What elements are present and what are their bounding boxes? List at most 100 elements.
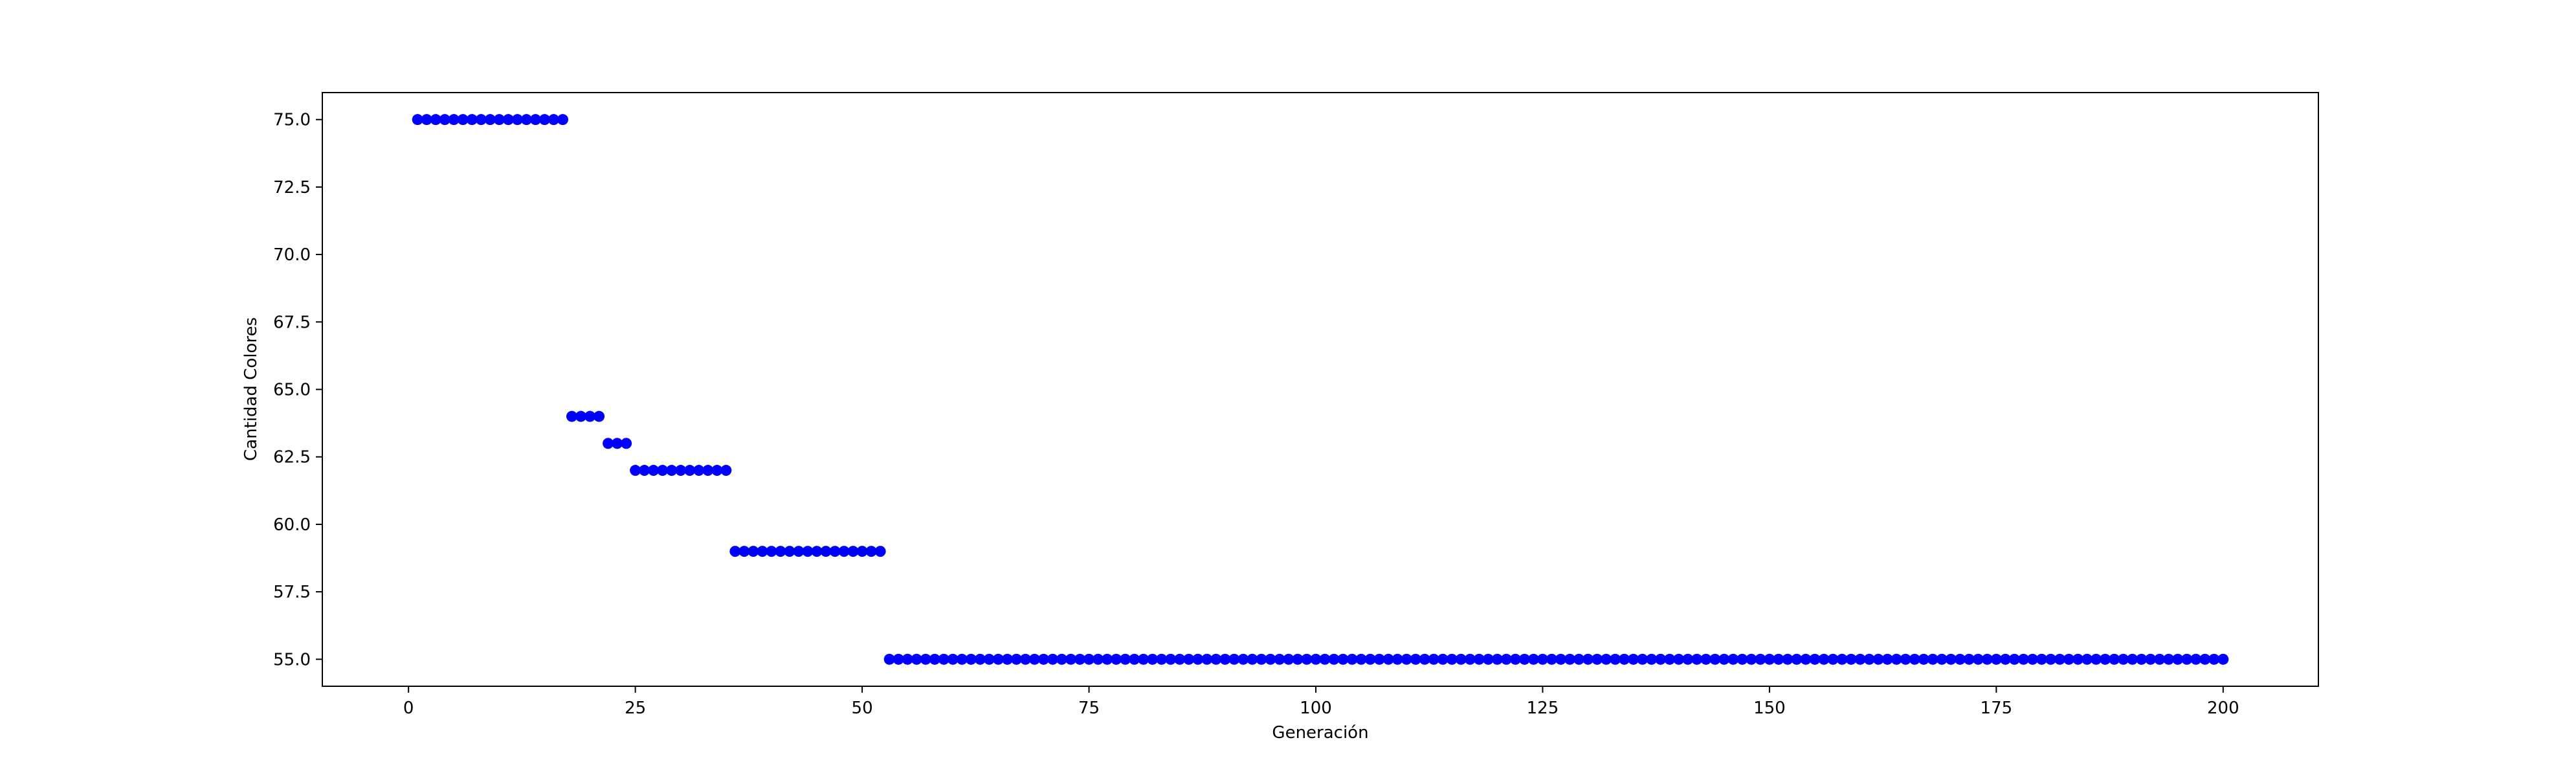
data-point [2199,653,2211,665]
data-point [2026,653,2038,665]
data-point [1228,653,1240,665]
data-point [775,546,786,557]
data-point [1610,653,1621,665]
data-point [1247,653,1258,665]
data-point [594,410,605,422]
data-point [2109,653,2120,665]
data-point [557,114,568,126]
data-point [1863,653,1875,665]
y-tick-label: 65.0 [273,381,311,400]
data-point [1555,653,1566,665]
data-point [529,114,541,126]
data-point [956,653,968,665]
x-axis-label: Generación [1272,723,1368,743]
data-point [2163,653,2175,665]
data-point [1746,653,1757,665]
data-point [1165,653,1177,665]
data-point [829,546,841,557]
x-tick-label: 100 [1300,699,1332,718]
data-point [1256,653,1267,665]
data-point [2181,653,2193,665]
data-point [1500,653,1512,665]
data-point [2154,653,2166,665]
data-point [1573,653,1585,665]
data-point [1355,653,1367,665]
data-point [1646,653,1658,665]
data-point [1836,653,1848,665]
data-point [2208,653,2220,665]
data-point [1437,653,1449,665]
y-tick-label: 70.0 [273,245,311,265]
data-point [1791,653,1803,665]
data-point [1074,653,1086,665]
data-point [1981,653,1993,665]
data-point [1473,653,1485,665]
data-point [2054,653,2065,665]
data-point [1972,653,1984,665]
data-point [965,653,977,665]
data-point [1737,653,1748,665]
data-point [983,653,995,665]
data-point [657,465,669,476]
data-point [612,438,623,449]
data-point [430,114,441,126]
data-point [675,465,687,476]
data-point [1419,653,1430,665]
data-point [784,546,795,557]
data-point [2008,653,2020,665]
data-point [1637,653,1649,665]
plot-frame [322,92,2319,687]
data-point [1491,653,1503,665]
data-point [1047,653,1058,665]
data-point [1682,653,1694,665]
data-point [793,546,805,557]
data-point [1827,653,1839,665]
data-point [630,465,641,476]
data-point [947,653,959,665]
data-point [1428,653,1439,665]
data-point [2172,653,2184,665]
data-point [412,114,423,126]
y-axis: 55.0 57.5 60.0 62.5 65.0 67.5 70.0 72.5 75.0 [273,111,322,669]
data-point [2045,653,2056,665]
data-point [1346,653,1358,665]
data-point [2091,653,2102,665]
data-point [1001,653,1013,665]
data-point [1891,653,1902,665]
data-point [1773,653,1784,665]
x-tick-label: 75 [1078,699,1100,718]
data-point [1038,653,1049,665]
data-point [493,114,505,126]
data-point [1093,653,1104,665]
data-point [1509,653,1521,665]
data-point [1527,653,1539,665]
data-point [1156,653,1168,665]
y-tick-label: 55.0 [273,650,311,669]
data-point [820,546,832,557]
x-tick-label: 150 [1753,699,1786,718]
data-point [929,653,940,665]
data-point [1954,653,1966,665]
data-point [1818,653,1830,665]
data-point [1918,653,1929,665]
data-point [865,546,877,557]
data-point [475,114,487,126]
data-point [603,438,614,449]
data-point [1065,653,1076,665]
data-point [1183,653,1195,665]
data-point [1592,653,1603,665]
data-point [448,114,460,126]
data-point [729,546,741,557]
data-point [1301,653,1313,665]
data-point [1909,653,1920,665]
data-point [1364,653,1376,665]
data-point [1455,653,1467,665]
data-point [466,114,478,126]
data-point [920,653,931,665]
data-point [883,653,895,665]
data-point [520,114,532,126]
data-point [575,410,587,422]
data-point [1845,653,1857,665]
data-point [1238,653,1249,665]
data-point [856,546,868,557]
